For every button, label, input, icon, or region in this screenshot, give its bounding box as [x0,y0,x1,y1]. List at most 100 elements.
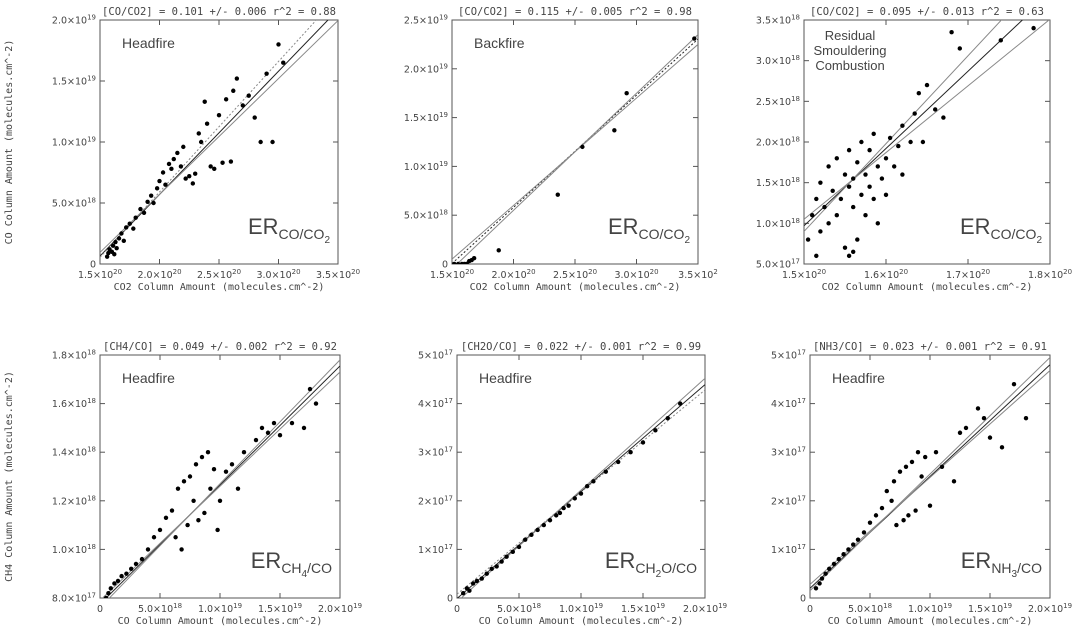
data-point [157,527,163,533]
y-tick-label: 1.0×1019 [52,136,96,149]
x-tick-label: 1.5×1019 [621,602,665,615]
data-point [861,530,867,535]
y-tick-label: 3.0×1018 [756,54,800,67]
data-point [133,215,138,220]
y-tick-label: 3×1017 [418,446,453,459]
data-point [228,159,234,164]
data-point [561,505,566,511]
y-tick-label: 0 [90,260,96,271]
x-axis-label: CO Column Amount (molecules.cm^-2) [118,616,323,627]
y-tick-label: 1.5×1019 [404,111,448,124]
regression-line [810,370,1050,585]
data-point [103,595,109,598]
data-point [863,172,868,177]
regression-line [101,371,340,598]
data-point [1011,381,1017,387]
data-point [924,82,930,88]
er-label: ERCO/CO2 [248,214,330,246]
data-point [817,581,822,586]
panel-2: [CO/CO2] = 0.115 +/- 0.005 r^2 = 0.98 1.5… [404,6,718,293]
x-tick-label: 3.5×102 [678,268,718,281]
regression-line [452,38,698,264]
data-point [1031,25,1036,31]
y-tick-label: 0 [442,260,448,271]
data-point [127,221,132,226]
data-point [252,115,257,120]
data-point [157,178,162,184]
data-point [160,170,166,175]
data-point [873,513,879,518]
regression-line [452,44,698,260]
data-point [906,513,911,518]
data-point [818,180,823,185]
data-point [265,430,271,435]
y-tick-label: 1.5×1018 [756,176,800,189]
data-point [903,464,909,469]
data-point [541,522,546,528]
y-tick-label: 1×1017 [418,543,453,556]
x-tick-label: 1.5×1019 [968,602,1012,615]
panel-label: Residual Smouldering Combustion [814,28,887,73]
y-tick-label: 2×1017 [771,494,806,507]
data-point [479,576,484,581]
data-point [104,254,110,259]
x-axis-label: CO Column Amount (molecules.cm^-2) [479,616,684,627]
x-tick-label: 5.0×1018 [497,602,541,615]
data-point [208,164,213,169]
regression-line [810,357,1050,592]
data-point [106,250,111,256]
y-tick-label: 1.6×1018 [52,397,96,410]
data-point [112,581,117,586]
data-point [998,38,1003,43]
data-point [879,505,885,511]
y-tick-label: 1.5×1019 [52,75,96,88]
data-point [187,173,192,179]
x-tick-label: 1.0×1019 [559,602,603,615]
data-point [163,182,168,187]
data-point [499,559,504,564]
data-point [889,498,894,503]
er-label: ERCH4/CO [251,548,332,580]
fit-header: [NH3/CO] = 0.023 +/- 0.001 r^2 = 0.91 [813,341,1047,353]
x-tick-label: 3.0×1020 [614,268,658,281]
data-point [119,573,124,579]
data-point [223,469,229,474]
y-tick-label: 4×1017 [418,397,453,410]
data-point [653,428,658,433]
x-tick-label: 1.5×1019 [258,602,302,615]
regression-line [460,377,705,598]
x-tick-label: 2.0×1019 [1028,602,1072,615]
data-point [883,156,889,161]
data-point [616,459,621,465]
data-point [842,245,848,250]
er-label: ERNH3/CO [961,548,1042,580]
data-point [205,450,211,455]
data-point [846,184,852,189]
data-point [939,464,945,469]
data-point [927,503,933,508]
data-point [879,176,885,181]
data-point [678,401,683,406]
data-point [827,566,832,572]
fit-header: [CO/CO2] = 0.115 +/- 0.005 r^2 = 0.98 [458,6,692,18]
data-point [909,459,915,465]
data-point [307,386,313,392]
data-point [523,537,528,542]
data-point [826,221,831,226]
data-point [830,188,835,193]
data-point [202,99,207,104]
data-point [640,440,646,445]
data-point [814,196,819,202]
y-tick-label: 5.0×1018 [404,209,448,222]
data-point [999,445,1005,450]
data-point [896,143,901,149]
y-tick-label: 2.5×1019 [404,14,448,27]
data-point [851,176,856,181]
data-point [234,76,240,81]
data-point [510,549,515,555]
data-point [196,518,201,523]
y-tick-label: 2×1017 [418,494,453,507]
data-point [154,186,160,191]
data-point [580,144,585,150]
data-point [258,139,263,145]
